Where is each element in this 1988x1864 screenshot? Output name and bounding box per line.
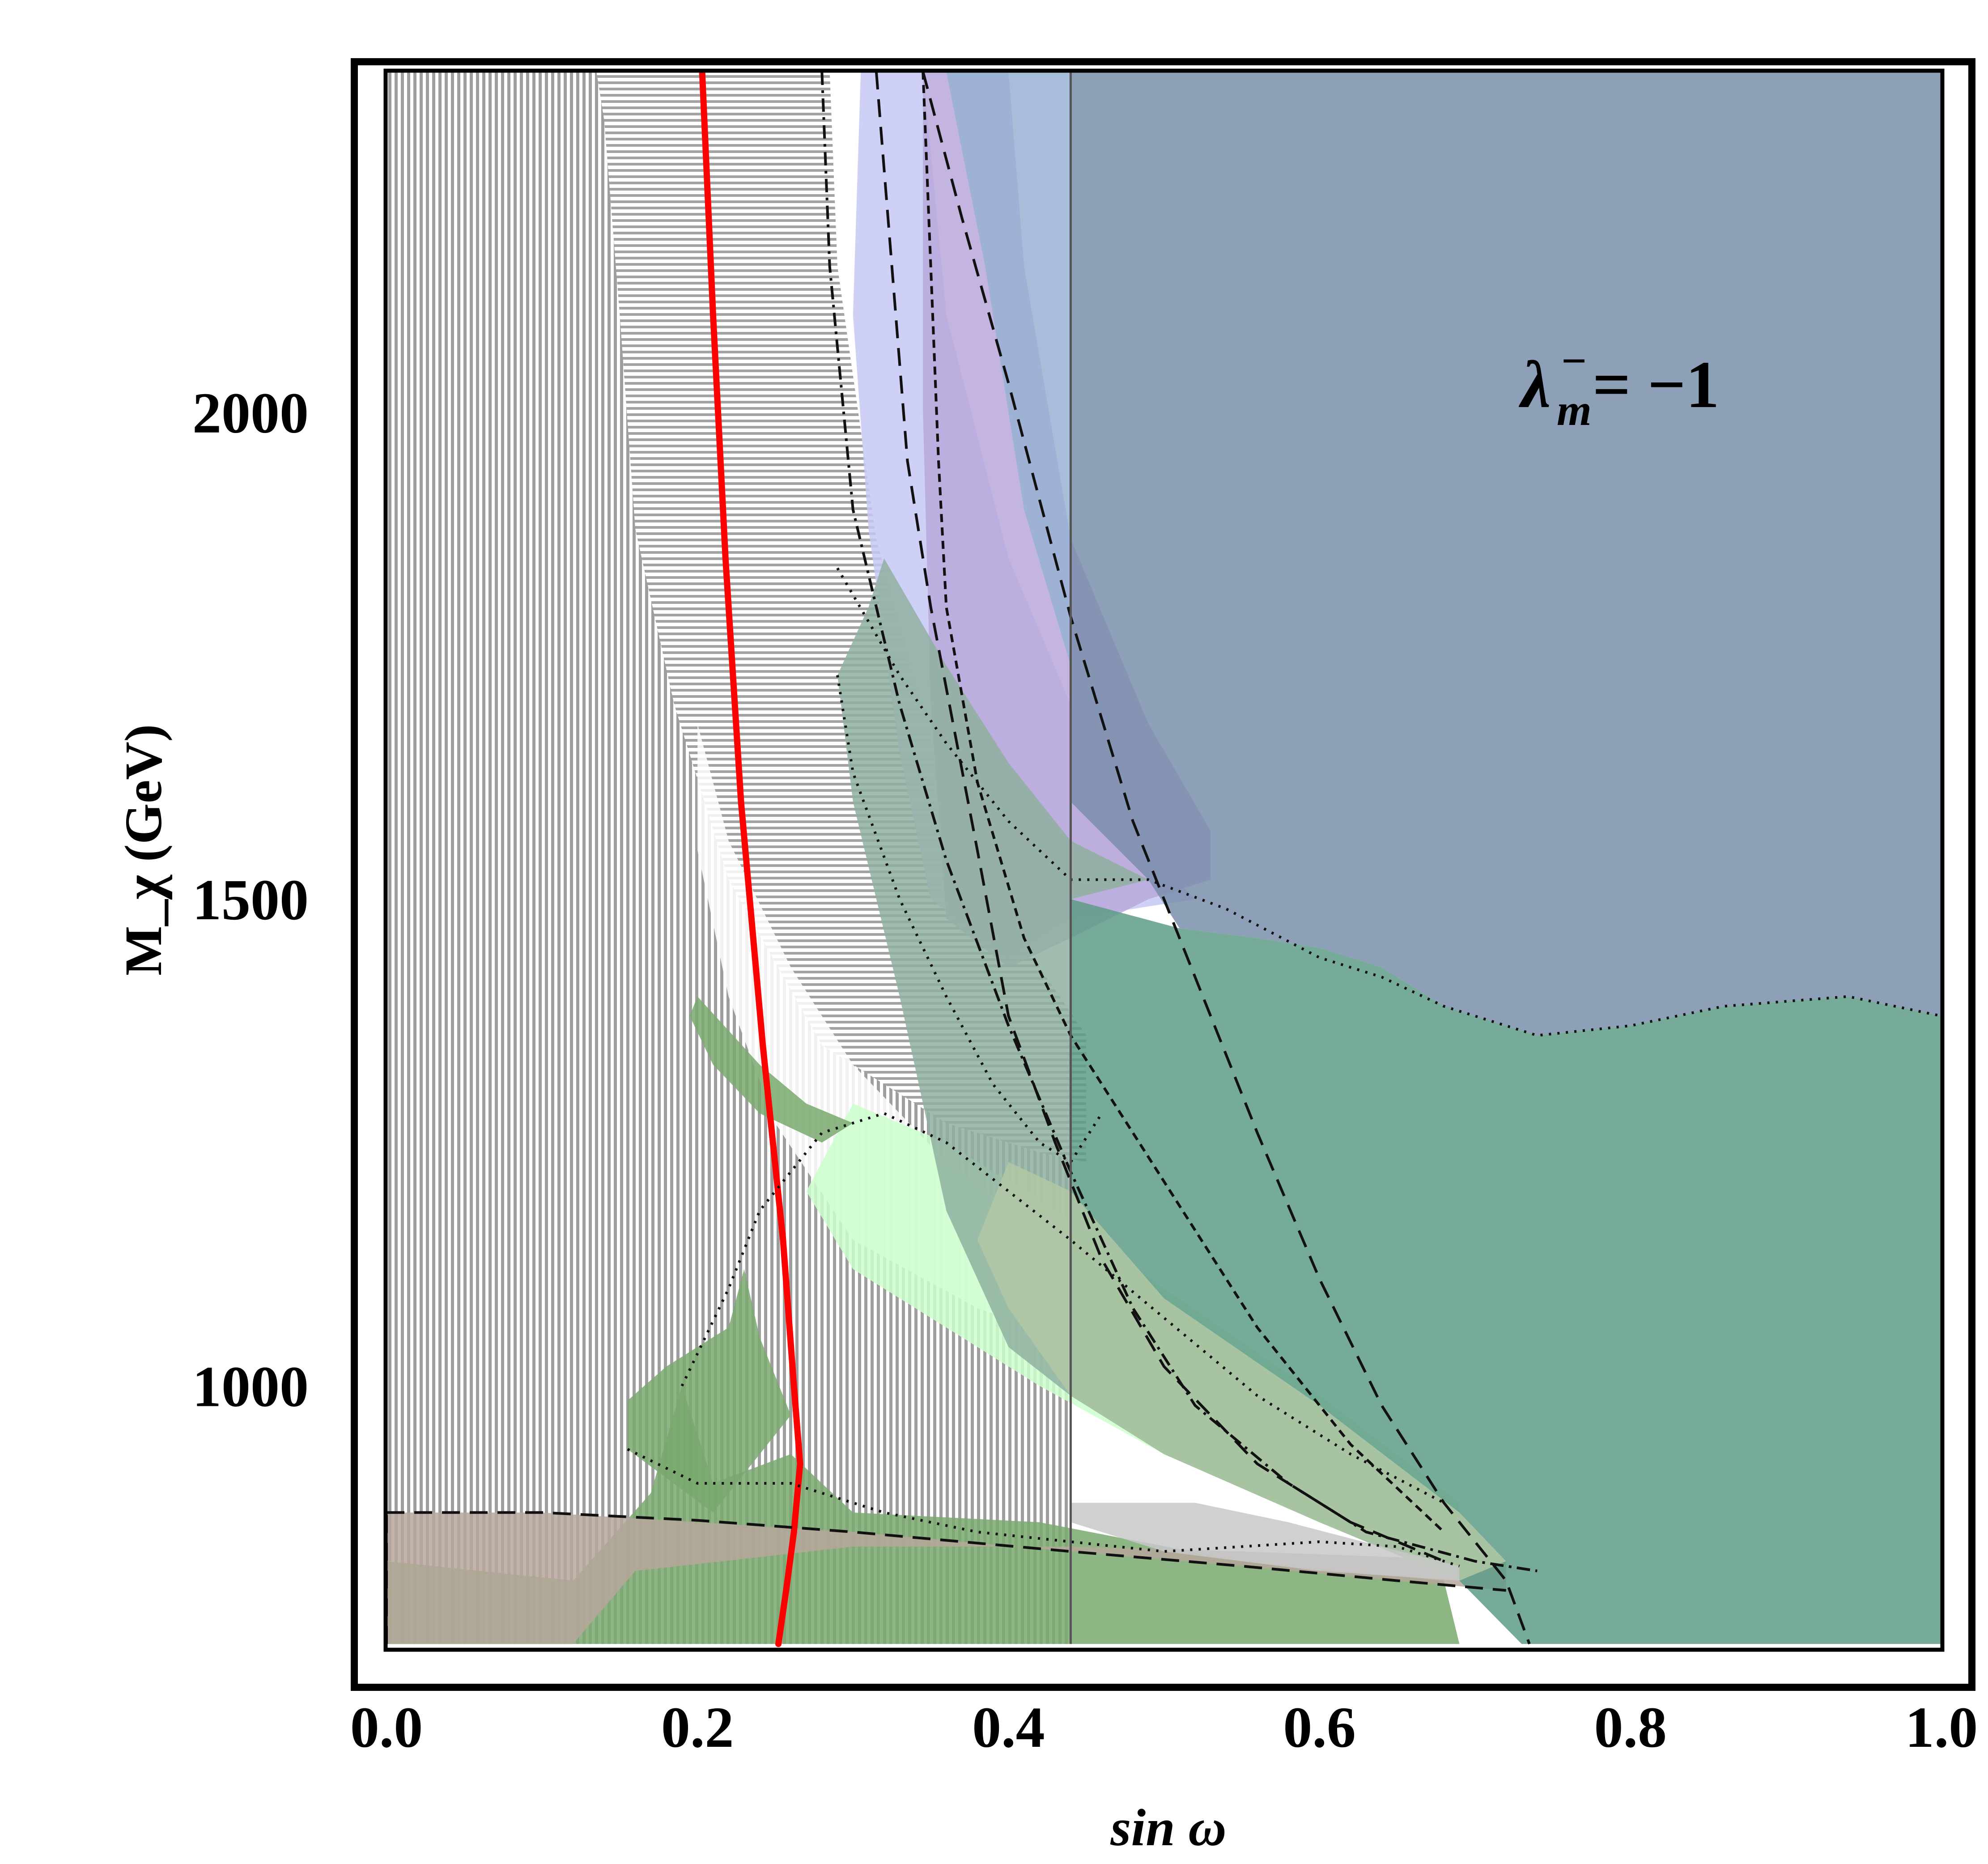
x-tick-label: 0.6 [1283,1695,1356,1760]
annotation-lambda: λ [1518,348,1551,422]
inner-frame [383,68,1945,1652]
region-6 [387,1386,1460,1644]
curve-long-dash-bottom [387,1511,1506,1592]
annotation-subscript: m [1557,385,1592,435]
regions [387,72,1941,1644]
curves [387,72,1941,1647]
outer-frame [351,58,1975,1691]
x-tick-label: 0.4 [972,1695,1045,1760]
annotation-superscript: − [1561,336,1587,386]
region-11 [1070,72,1941,1036]
y-tick-label: 1500 [192,868,309,932]
x-tick-label: 1.0 [1905,1695,1978,1760]
region-7 [387,1512,1506,1644]
region-14 [977,1162,1506,1581]
x-tick-label: 0.2 [661,1695,734,1760]
curve-short-dash [922,72,1445,1533]
plot-area [387,72,1941,1647]
curve-dotted-green-edge [836,675,1103,1163]
x-tick-label: 0.0 [350,1695,423,1760]
x-axis-label: sin ω [1110,1798,1226,1857]
x-tick-label: 0.8 [1594,1695,1667,1760]
region-5 [689,996,853,1143]
y-axis-label: M_χ (GeV) [114,724,173,976]
region-15 [1070,1503,1460,1581]
y-tick-label: 1000 [192,1354,309,1419]
annotation-rest: = −1 [1593,348,1719,422]
curve-red [699,72,803,1647]
annotation: λ − m = −1 [1518,336,1719,435]
curve-dotted-upper [836,567,1941,1037]
y-tick-label: 2000 [192,381,309,446]
region-10 [946,72,1071,666]
curve-long-dash-1 [922,72,1531,1645]
y-axis-ticks: 1000 1500 2000 [192,381,309,1419]
x-axis-ticks: 0.0 0.2 0.4 0.6 0.8 1.0 [350,1695,1978,1760]
